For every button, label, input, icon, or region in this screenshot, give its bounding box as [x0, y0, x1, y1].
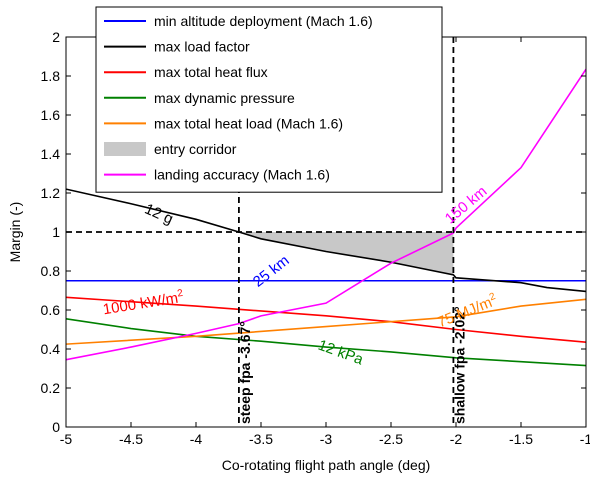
legend-label-2: max total heat flux: [154, 64, 268, 80]
x-tick-label: -2: [450, 431, 463, 447]
legend-label-0: min altitude deployment (Mach 1.6): [154, 13, 373, 29]
y-tick-label: 1.8: [41, 68, 61, 84]
y-tick-label: 1.4: [41, 146, 61, 162]
axes: steep fpa -3.67° shallow fpa -2.02° -5 -4.5…: [41, 29, 590, 447]
series-line-3: [66, 317, 586, 367]
vertical-line-label-0: steep fpa -3.67°: [237, 321, 253, 424]
legend: min altitude deployment (Mach 1.6) max lo…: [95, 6, 443, 193]
x-tick-label: -1.5: [509, 431, 533, 447]
y-tick-label: 1.2: [41, 185, 61, 201]
x-tick-label: -4.5: [119, 431, 143, 447]
x-axis-label: Co-rotating flight path angle (deg): [222, 457, 431, 473]
y-tick-label: 0: [52, 419, 60, 435]
x-tick-label: -5: [60, 431, 73, 447]
x-tick-label: -4: [190, 431, 203, 447]
x-tick-label: -3.5: [249, 431, 273, 447]
x-tick-label: -2.5: [379, 431, 403, 447]
legend-label-3: max dynamic pressure: [154, 90, 295, 106]
legend-label-1: max load factor: [154, 39, 250, 55]
y-tick-label: 0.4: [41, 341, 61, 357]
y-tick-label: 1: [52, 224, 60, 240]
y-tick-label: 0.8: [41, 263, 61, 279]
legend-swatch-5: [104, 142, 146, 156]
entry-corridor-area: [238, 232, 454, 275]
vertical-line-label-1: shallow fpa -2.02°: [451, 306, 467, 424]
y-tick-label: 1.6: [41, 107, 61, 123]
plot-area: [66, 37, 586, 427]
series-line-5: [66, 68, 586, 361]
series-line-1: [66, 188, 586, 293]
legend-label-4: max total heat load (Mach 1.6): [154, 115, 343, 131]
legend-label-6: landing accuracy (Mach 1.6): [154, 167, 330, 183]
y-tick-label: 0.2: [41, 380, 61, 396]
x-tick-label: -1: [580, 431, 590, 447]
y-tick-label: 2: [52, 29, 60, 45]
y-axis-label: Margin (-): [7, 202, 23, 263]
y-tick-label: 0.6: [41, 302, 61, 318]
legend-box: [95, 6, 443, 193]
legend-label-5: entry corridor: [154, 141, 237, 157]
x-tick-label: -3: [320, 431, 333, 447]
